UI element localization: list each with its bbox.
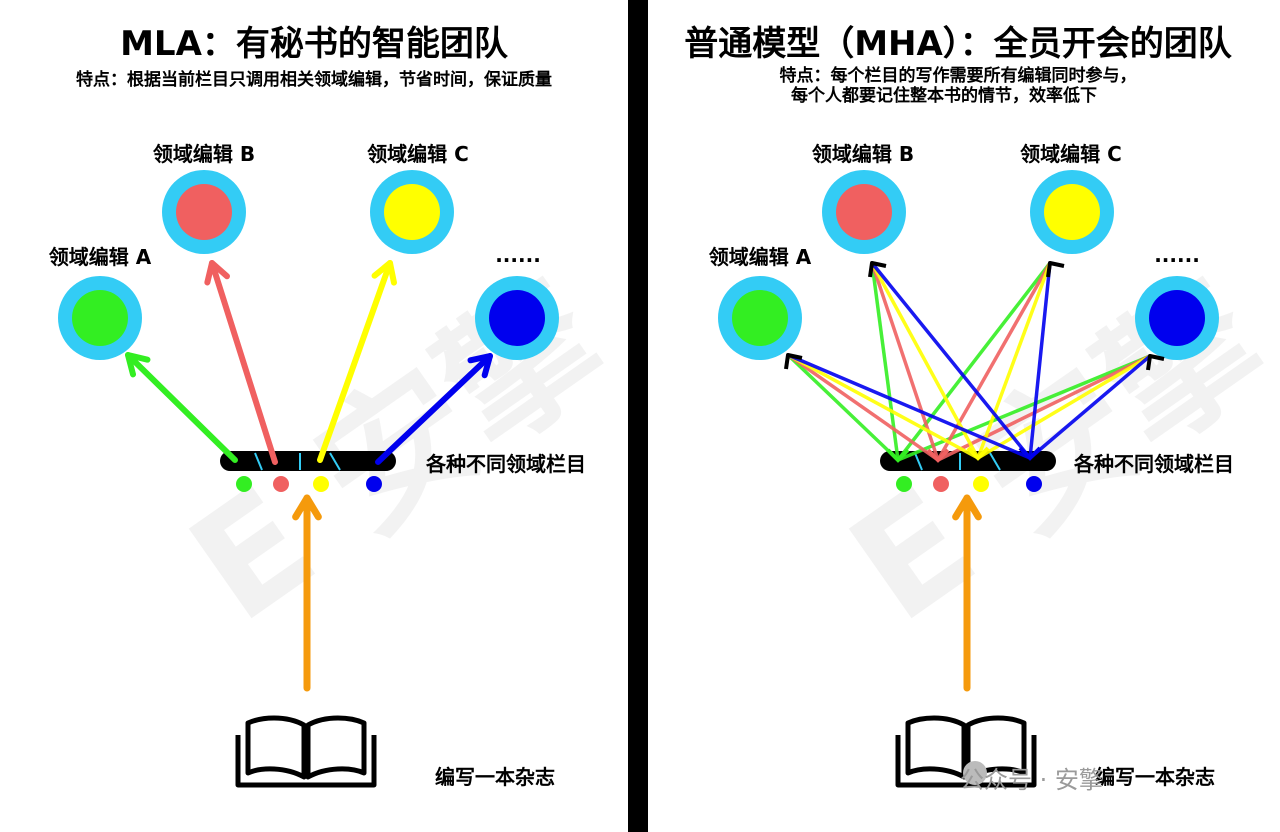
left-subtitle: 特点：根据当前栏目只调用相关领域编辑，节省时间，保证质量 — [76, 70, 552, 90]
right-editor-more-icon — [1149, 290, 1205, 346]
right-editor-c-icon — [1044, 184, 1100, 240]
left-arrow-blue-head — [467, 353, 493, 379]
left-editor-b-label: 领域编辑 B — [152, 142, 256, 166]
left-editor-c-icon — [384, 184, 440, 240]
right-book-label: 编写一本杂志 — [1095, 765, 1215, 789]
left-editor-b-icon — [176, 184, 232, 240]
right-subtitle-line2: 每个人都要记住整本书的情节，效率低下 — [791, 86, 1097, 106]
right-column-dot-yellow — [973, 476, 989, 492]
left-column-dot-blue — [366, 476, 382, 492]
left-editor-a-label: 领域编辑 A — [48, 245, 152, 269]
right-link-blue-to-editor-0 — [787, 353, 1031, 460]
left-book-label: 编写一本杂志 — [435, 765, 555, 789]
right-link-blue-to-editor-1 — [870, 261, 1032, 460]
right-link-yellow-to-editor-1 — [870, 262, 980, 459]
right-editor-arrowhead-2 — [1046, 261, 1065, 278]
right-link-green-to-editor-3 — [897, 354, 1151, 462]
right-subtitle-line1: 特点：每个栏目的写作需要所有编辑同时参与， — [779, 66, 1137, 86]
watermark-text: 公众号 · 安擎 — [960, 766, 1103, 794]
right-column-dot-green — [896, 476, 912, 492]
right-editor-a-icon — [732, 290, 788, 346]
left-arrow-green — [125, 352, 238, 463]
right-column-dot-red — [933, 476, 949, 492]
right-link-blue-to-editor-3 — [1028, 354, 1152, 460]
right-columns-label: 各种不同领域栏目 — [1074, 452, 1234, 476]
right-editor-b-label: 领域编辑 B — [811, 142, 915, 166]
left-arrow-red — [209, 260, 278, 465]
right-link-green-to-editor-0 — [786, 353, 900, 462]
left-column-dot-yellow — [313, 476, 329, 492]
right-editor-c-label: 领域编辑 C — [1020, 142, 1122, 166]
right-bar-divider-2 — [989, 452, 1001, 471]
left-column-dot-red — [273, 476, 289, 492]
right-editor-arrowhead-1 — [868, 261, 887, 278]
left-editor-more-icon — [489, 290, 545, 346]
right-link-red-to-editor-1 — [870, 262, 940, 461]
right-column-dot-blue — [1026, 476, 1042, 492]
left-editor-a-icon — [72, 290, 128, 346]
left-title: MLA：有秘书的智能团队 — [120, 24, 508, 64]
right-tip-yellow — [966, 446, 990, 461]
left-columns-label: 各种不同领域栏目 — [426, 452, 586, 476]
right-tip-blue — [1018, 446, 1042, 461]
left-bar-divider-0 — [254, 452, 263, 471]
left-arrow-red-head — [204, 260, 231, 286]
left-columns-bar — [220, 451, 396, 471]
wechat-icon — [963, 761, 987, 785]
right-link-red-to-editor-0 — [786, 353, 940, 462]
right-editor-more-label: ...... — [1154, 243, 1200, 267]
right-link-yellow-to-editor-3 — [977, 354, 1151, 460]
right-editor-a-label: 领域编辑 A — [708, 245, 812, 269]
left-editor-c-label: 领域编辑 C — [367, 142, 469, 166]
left-arrow-yellow-head — [371, 260, 397, 286]
right-link-blue-to-editor-2 — [1028, 262, 1052, 459]
right-editor-b-icon — [836, 184, 892, 240]
left-bar-divider-2 — [329, 452, 341, 471]
left-input-arrow-head — [292, 494, 322, 521]
right-link-yellow-to-editor-2 — [976, 262, 1052, 459]
right-editor-arrowhead-0 — [784, 353, 803, 370]
left-arrow-blue — [375, 353, 493, 465]
left-editor-more-label: ...... — [495, 243, 541, 267]
left-arrow-green-head — [125, 352, 151, 378]
right-bar-divider-0 — [914, 452, 923, 471]
left-book-icon — [235, 715, 377, 788]
right-link-red-to-editor-3 — [937, 354, 1151, 462]
left-arrow-yellow — [317, 260, 393, 463]
right-columns-bar — [880, 451, 1056, 471]
right-editor-arrowhead-3 — [1146, 354, 1165, 371]
right-tip-green — [886, 448, 910, 463]
right-title: 普通模型（MHA）：全员开会的团队 — [684, 24, 1232, 64]
right-link-yellow-to-editor-0 — [787, 353, 979, 460]
right-tip-red — [926, 448, 950, 463]
left-column-dot-green — [236, 476, 252, 492]
panel-divider — [628, 0, 648, 832]
right-input-arrow-head — [952, 494, 982, 521]
